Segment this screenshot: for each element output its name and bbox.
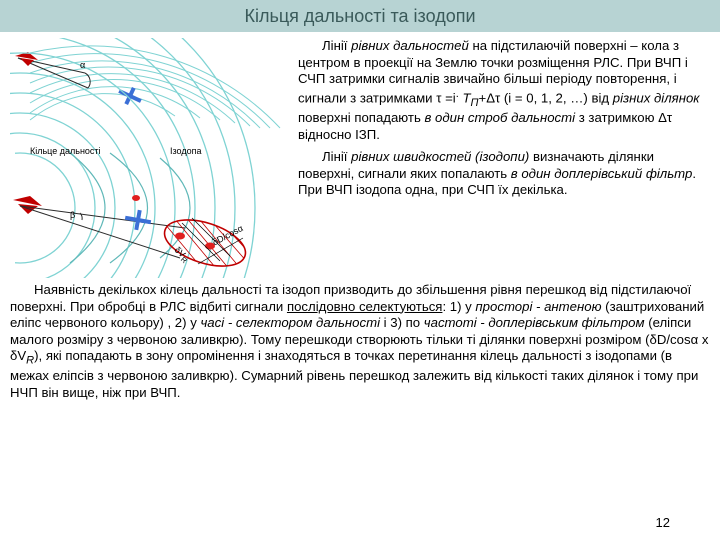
- upper-row: α Кільце дальності Ізодопа β δVR δD/cosα…: [10, 38, 710, 278]
- label-ring: Кільце дальності: [30, 146, 101, 156]
- label-iso: Ізодопа: [170, 146, 201, 156]
- paragraph-2: Лінії рівних швидкостей (ізодопи) визнач…: [298, 149, 710, 199]
- label-alpha: α: [80, 60, 85, 70]
- page-number: 12: [656, 515, 670, 530]
- diagram-svg: [10, 38, 290, 278]
- lower-text-block: Наявність декількох кілець дальності та …: [10, 282, 710, 401]
- content-area: α Кільце дальності Ізодопа β δVR δD/cosα…: [0, 32, 720, 401]
- paragraph-1: Лінії рівних дальностей на підстилаючій …: [298, 38, 710, 143]
- right-text-block: Лінії рівних дальностей на підстилаючій …: [298, 38, 710, 278]
- label-beta: β: [70, 210, 75, 220]
- radar-diagram: α Кільце дальності Ізодопа β δVR δD/cosα: [10, 38, 290, 278]
- paragraph-3: Наявність декількох кілець дальності та …: [10, 282, 710, 401]
- page-title: Кільця дальності та ізодопи: [244, 6, 475, 27]
- title-bar: Кільця дальності та ізодопи: [0, 0, 720, 32]
